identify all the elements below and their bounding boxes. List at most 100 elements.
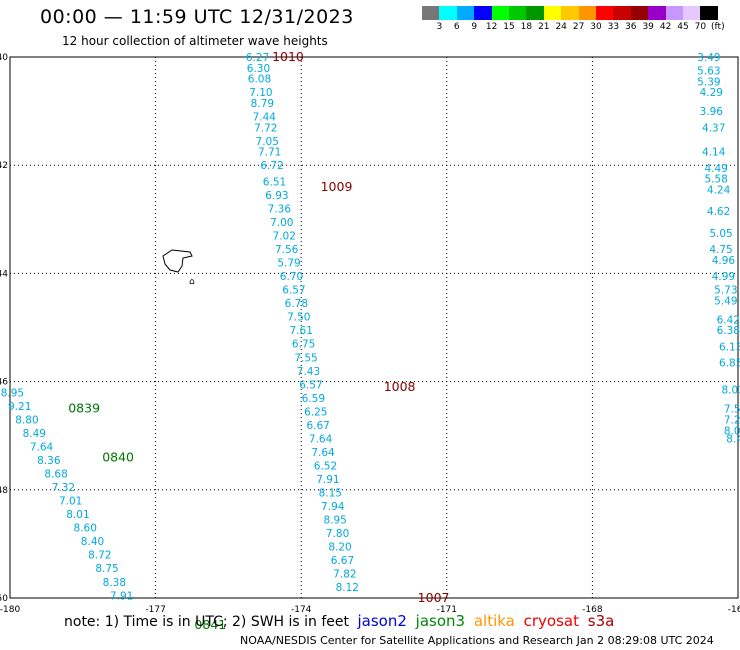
colorbar-swatch: [665, 6, 683, 20]
legend-altika: altika: [469, 612, 515, 630]
wave-height-value: 7.91: [110, 590, 133, 602]
page-subtitle: 12 hour collection of altimeter wave hei…: [62, 34, 328, 48]
wave-height-value: 6.13: [719, 341, 740, 353]
wave-height-value: 8.09: [724, 425, 740, 437]
legend-s3a: s3a: [582, 612, 615, 630]
wave-height-value: 7.64: [311, 447, 335, 459]
wave-height-value: 5.63: [697, 66, 720, 78]
y-tick-label: -40: [0, 53, 8, 63]
wave-height-value: 7.01: [59, 496, 82, 508]
wave-height-value: 8.43: [726, 433, 740, 445]
wave-height-value: 5.79: [277, 258, 300, 270]
wave-height-value: 8.01: [66, 509, 89, 521]
wave-height-value: 7.43: [297, 366, 320, 378]
credit-date: Jan 2 08:29:08 UTC 2024: [576, 634, 714, 647]
wave-height-value: 4.75: [709, 244, 732, 256]
colorbar-label: 12: [485, 22, 498, 32]
colorbar-label: 6: [453, 22, 460, 32]
wave-height-value: 9.21: [8, 401, 31, 413]
colorbar-label: 45: [677, 22, 689, 32]
colorbar-swatch: [474, 6, 492, 20]
wave-height-value: 6.72: [260, 160, 283, 172]
wave-height-value: 7.71: [258, 147, 281, 159]
wave-height-value: 6.38: [717, 325, 740, 337]
wave-height-value: 8.75: [95, 563, 118, 575]
colorbar-swatch: [578, 6, 596, 20]
colorbar-swatch: [630, 6, 649, 20]
wave-height-value: 5.39: [697, 76, 720, 88]
wave-height-value: 7.50: [724, 404, 740, 416]
credit-text: NOAA/NESDIS Center for Satellite Applica…: [240, 634, 574, 647]
island-outline: [162, 249, 193, 273]
island-marker: ⌂: [189, 277, 195, 287]
wave-height-value: 6.52: [314, 460, 337, 472]
wave-height-value: 7.50: [287, 312, 310, 324]
wave-height-value: 8.40: [81, 536, 104, 548]
wave-height-value: 8.68: [44, 469, 67, 481]
wave-height-value: 4.96: [712, 255, 736, 267]
wave-height-value: 3.96: [700, 106, 724, 118]
wave-height-value: 6.78: [285, 298, 308, 310]
wave-height-value: 8.80: [15, 414, 38, 426]
wave-height-value: 8.60: [74, 523, 97, 535]
y-tick-label: -50: [0, 594, 8, 604]
wave-height-value: 6.08: [248, 74, 271, 86]
colorbar-label: 39: [642, 22, 654, 32]
credit-line: NOAA/NESDIS Center for Satellite Applica…: [240, 634, 714, 647]
wave-height-value: 6.30: [247, 63, 270, 75]
colorbar-swatch: [683, 6, 701, 20]
colorbar-label: 24: [555, 22, 567, 32]
legend-jason3: jason3: [410, 612, 466, 630]
pass-time-label: 1010: [272, 49, 304, 64]
wave-height-value: 8.20: [328, 542, 351, 554]
pass-time-label: 1008: [384, 379, 416, 394]
wave-height-value: 6.51: [263, 176, 286, 188]
wave-height-value: 5.49: [714, 295, 737, 307]
wave-height-value: 7.72: [254, 122, 277, 134]
wave-height-value: 6.85: [719, 358, 740, 370]
satellite-legend: jason2 jason3 altika cryosat s3a: [353, 612, 615, 630]
wave-height-value: 8.03: [721, 385, 740, 397]
wave-height-value: 4.14: [702, 147, 726, 159]
wave-height-value: 8.95: [1, 387, 24, 399]
wave-height-value: 8.79: [251, 98, 274, 110]
map-frame: [9, 56, 739, 599]
wave-height-value: 7.44: [253, 112, 277, 124]
wave-height-value: 6.57: [282, 285, 305, 297]
wave-height-value: 5.73: [714, 285, 737, 297]
footer-note: note: 1) Time is in UTC; 2) SWH is in fe…: [64, 612, 614, 630]
colorbar-swatch: [543, 6, 562, 20]
pass-time-label: 1009: [321, 179, 353, 194]
wave-height-value: 8.72: [88, 550, 111, 562]
legend-cryosat: cryosat: [518, 612, 579, 630]
colorbar-label: 3: [436, 22, 443, 32]
colorbar-label: 33: [607, 22, 620, 32]
wave-height-value: 7.94: [321, 501, 345, 513]
wave-height-value: 8.12: [336, 582, 359, 594]
colorbar-swatch: [613, 6, 631, 20]
wave-height-value: 7.02: [273, 231, 296, 243]
wave-height-value: 6.59: [302, 393, 325, 405]
wave-height-value: 8.95: [323, 515, 346, 527]
colorbar-swatch: [456, 6, 475, 20]
wave-height-value: 7.24: [724, 414, 740, 426]
wave-height-value: 7.10: [249, 87, 272, 99]
colorbar-label: 36: [625, 22, 637, 32]
wave-height-value: 6.93: [265, 190, 288, 202]
wave-height-value: 7.55: [294, 352, 317, 364]
wave-height-value: 5.05: [709, 228, 732, 240]
wave-height-value: 7.32: [52, 482, 75, 494]
wave-height-value: 6.27: [246, 52, 269, 64]
wave-height-value: 4.37: [702, 122, 725, 134]
wave-height-value: 7.64: [30, 442, 54, 454]
wave-height-value: 5.58: [704, 174, 727, 186]
wave-height-value: 6.75: [292, 339, 315, 351]
page-title: 00:00 — 11:59 UTC 12/31/2023: [40, 6, 354, 28]
legend-jason2: jason2: [357, 612, 407, 630]
x-tick-label: -180: [0, 605, 20, 615]
colorbar-label: 70: [694, 22, 707, 32]
wave-height-value: 7.61: [290, 325, 313, 337]
wave-height-value: 3.49: [697, 52, 720, 64]
pass-time-label: 0841: [194, 617, 226, 632]
